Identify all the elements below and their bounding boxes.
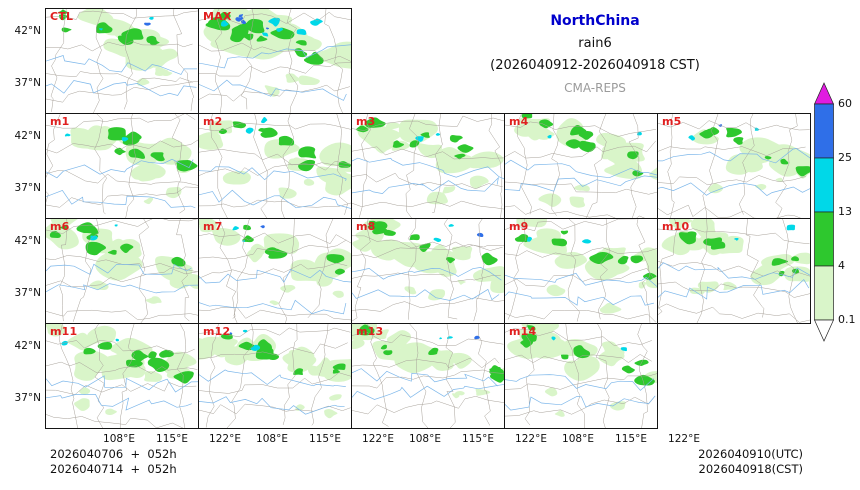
panel-m6: m6 (45, 218, 199, 324)
panel-label: m2 (203, 115, 223, 128)
lon-label: 122°E (515, 433, 547, 445)
footer-valid-cst: 2026040918(CST) (698, 462, 804, 476)
colorbar-tick-label: 13 (838, 205, 852, 218)
panel-label: CTL (50, 10, 74, 23)
precipitation-map (46, 114, 198, 218)
precipitation-map (658, 114, 810, 218)
variable-title: rain6 (578, 36, 612, 51)
lat-label: 42°N (14, 25, 41, 37)
precipitation-map (658, 219, 810, 323)
panel-max: MAX (198, 8, 352, 114)
region-title: NorthChina (550, 13, 640, 29)
figure-header: NorthChina rain6 (2026040912-2026040918 … (360, 13, 830, 95)
precipitation-map (352, 219, 504, 322)
colorbar-tick-label: 25 (838, 151, 852, 164)
panel-label: m4 (509, 115, 529, 128)
lat-label: 37°N (14, 182, 41, 194)
colorbar-segment-0.1-4 (814, 265, 834, 321)
panel-m3: m3 (351, 113, 505, 219)
precipitation-map (505, 114, 657, 218)
footer-init-line-2: 2026040714 + 052h (50, 462, 177, 476)
colorbar-tick-label: 60 (838, 97, 852, 110)
colorbar-upper-arrow (813, 82, 835, 105)
lon-label: 108°E (103, 433, 135, 445)
precipitation-map (352, 114, 504, 218)
colorbar-tick-label: 4 (838, 259, 845, 272)
panel-label: m8 (356, 220, 376, 233)
colorbar-segment-13-25 (814, 157, 834, 213)
lat-label: 37°N (14, 287, 41, 299)
panel-label: m5 (662, 115, 682, 128)
colorbar-segment-4-13 (814, 211, 834, 267)
panel-m4: m4 (504, 113, 658, 219)
precipitation-map (505, 219, 657, 323)
panel-label: m7 (203, 220, 223, 233)
precipitation-map (46, 219, 198, 323)
lat-label: 37°N (14, 77, 41, 89)
panel-label: m14 (509, 325, 537, 338)
panel-m9: m9 (504, 218, 658, 324)
colorbar-tick-label: 0.1 (838, 313, 856, 326)
panel-m5: m5 (657, 113, 811, 219)
precipitation-map (199, 114, 351, 218)
lon-label: 122°E (668, 433, 700, 445)
panel-m8: m8 (351, 218, 505, 324)
panel-label: m9 (509, 220, 529, 233)
model-title: CMA-REPS (564, 81, 626, 95)
precipitation-map (199, 219, 351, 323)
precipitation-map (199, 9, 351, 113)
precipitation-map (199, 324, 351, 428)
panel-m2: m2 (198, 113, 352, 219)
panel-label: m12 (203, 325, 231, 338)
lat-label: 42°N (14, 340, 41, 352)
precipitation-map (46, 9, 198, 113)
panel-ctl: CTL (45, 8, 199, 114)
footer-init-line-1: 2026040706 + 052h (50, 447, 177, 461)
lat-label: 37°N (14, 392, 41, 404)
lon-label: 122°E (209, 433, 241, 445)
lon-label: 108°E (562, 433, 594, 445)
colorbar (813, 82, 835, 342)
panel-label: MAX (203, 10, 232, 23)
panel-m10: m10 (657, 218, 811, 324)
precipitation-map (505, 324, 657, 428)
panel-label: m13 (356, 325, 384, 338)
panel-m13: m13 (351, 323, 505, 429)
lon-label: 115°E (462, 433, 494, 445)
panel-m11: m11 (45, 323, 199, 429)
precipitation-map (352, 324, 504, 428)
panel-m7: m7 (198, 218, 352, 324)
colorbar-lower-arrow (813, 319, 835, 342)
panel-m12: m12 (198, 323, 352, 429)
period-title: (2026040912-2026040918 CST) (490, 58, 700, 73)
panel-m1: m1 (45, 113, 199, 219)
lon-label: 122°E (362, 433, 394, 445)
lat-label: 42°N (14, 235, 41, 247)
lon-label: 115°E (309, 433, 341, 445)
panel-label: m10 (662, 220, 690, 233)
panel-m14: m14 (504, 323, 658, 429)
colorbar-segment-25-60 (814, 103, 834, 159)
panel-label: m1 (50, 115, 70, 128)
precipitation-map (46, 324, 198, 428)
lon-label: 108°E (409, 433, 441, 445)
footer-valid-utc: 2026040910(UTC) (698, 447, 803, 461)
lon-label: 108°E (256, 433, 288, 445)
lon-label: 115°E (615, 433, 647, 445)
panel-label: m6 (50, 220, 70, 233)
panel-label: m3 (356, 115, 376, 128)
panel-label: m11 (50, 325, 78, 338)
lon-label: 115°E (156, 433, 188, 445)
lat-label: 42°N (14, 130, 41, 142)
